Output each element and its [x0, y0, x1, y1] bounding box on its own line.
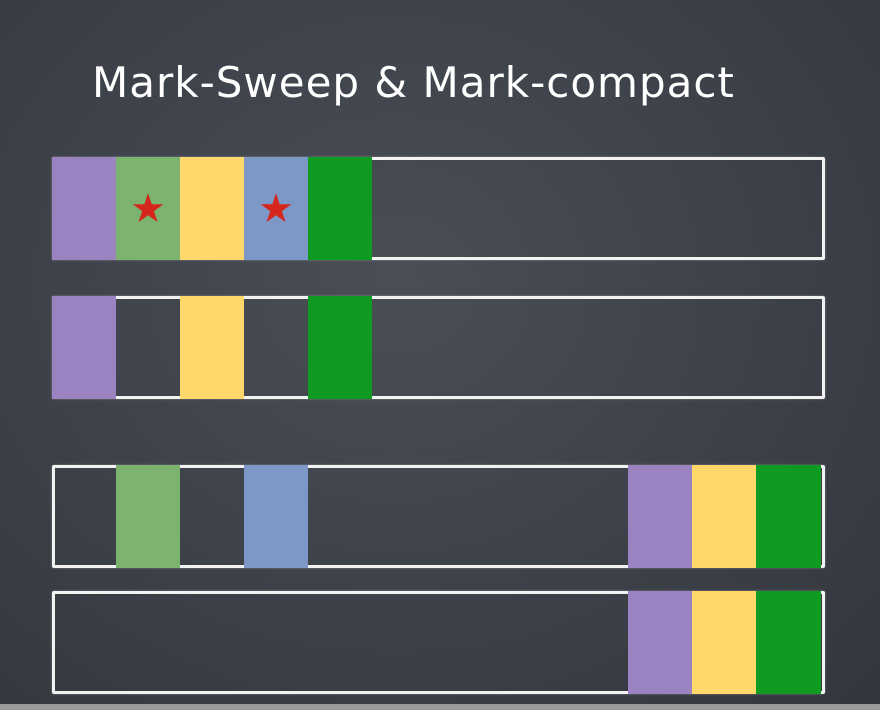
memory-block-yellow [180, 157, 244, 260]
memory-block-green-dark [308, 296, 372, 399]
memory-block-purple [52, 296, 116, 399]
memory-block-blue: ★ [244, 157, 308, 260]
heap-row-during-compact [52, 465, 825, 568]
memory-block-yellow [180, 296, 244, 399]
memory-block-green-dark [756, 465, 821, 568]
memory-block-yellow [692, 465, 756, 568]
memory-block-green-dark [756, 591, 821, 694]
memory-block-green-dark [308, 157, 372, 260]
memory-block-purple [628, 591, 692, 694]
mark-star-icon: ★ [258, 185, 294, 232]
memory-block-purple [52, 157, 116, 260]
heap-row-before-gc: ★ ★ [52, 157, 825, 260]
heap-row-after-sweep [52, 296, 825, 399]
memory-block-yellow [692, 591, 756, 694]
mark-star-icon: ★ [130, 185, 166, 232]
memory-block-blue [244, 465, 308, 568]
memory-block-green-light [116, 465, 180, 568]
memory-block-purple [628, 465, 692, 568]
memory-block-green-light: ★ [116, 157, 180, 260]
bottom-edge-bar [0, 704, 880, 710]
slide-title: Mark-Sweep & Mark-compact [92, 58, 735, 107]
heap-row-after-compact [52, 591, 825, 694]
